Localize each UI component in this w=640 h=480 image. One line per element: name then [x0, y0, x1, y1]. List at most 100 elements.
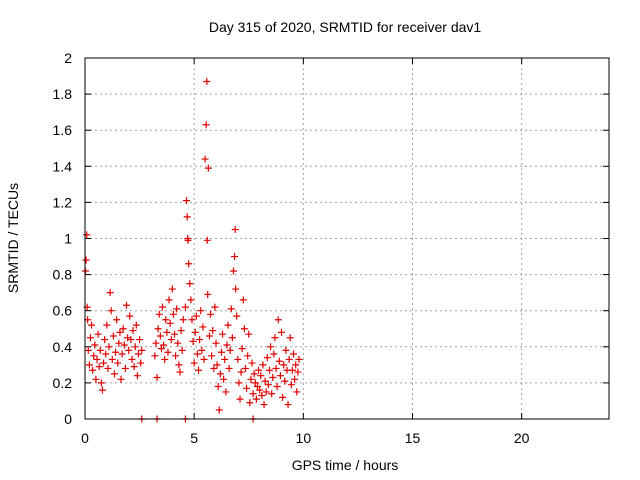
data-point [126, 312, 134, 320]
data-point [231, 225, 239, 233]
data-point [184, 236, 192, 244]
data-point [154, 325, 162, 333]
data-point [219, 330, 227, 338]
data-point [183, 197, 191, 205]
data-point [290, 350, 298, 358]
data-point [112, 348, 120, 356]
y-tick-label: 0.8 [53, 267, 73, 283]
data-point [207, 310, 215, 318]
data-point [267, 343, 275, 351]
data-point [173, 305, 181, 313]
data-point [201, 155, 209, 163]
data-point [196, 336, 204, 344]
data-point [234, 355, 242, 363]
data-point [108, 355, 116, 363]
data-point [136, 336, 144, 344]
data-point [295, 355, 303, 363]
data-point [282, 346, 290, 354]
data-point [246, 399, 254, 407]
data-point [251, 379, 259, 387]
data-point [273, 383, 281, 391]
data-point [271, 334, 279, 342]
data-point [181, 303, 189, 311]
data-point [116, 328, 124, 336]
y-tick-label: 1.8 [53, 86, 73, 102]
data-point [261, 377, 269, 385]
data-point [223, 341, 231, 349]
data-point [114, 359, 122, 367]
data-point [157, 345, 165, 353]
data-point [213, 361, 221, 369]
data-point [294, 368, 302, 376]
data-point [120, 341, 128, 349]
data-point [110, 370, 118, 378]
data-point [259, 361, 267, 369]
data-point [152, 339, 160, 347]
data-point [199, 323, 207, 331]
data-point [107, 307, 115, 315]
data-point [172, 352, 180, 360]
y-tick-label: 0.2 [53, 375, 73, 391]
data-point [105, 343, 113, 351]
data-point [255, 366, 263, 374]
data-point [132, 321, 140, 329]
data-point [238, 345, 246, 353]
data-point [95, 363, 103, 371]
data-point [137, 359, 145, 367]
data-point [231, 253, 239, 261]
data-point [165, 296, 173, 304]
data-point [179, 316, 187, 324]
data-point [227, 305, 235, 313]
data-point [235, 379, 243, 387]
data-point [174, 339, 182, 347]
data-point [161, 355, 169, 363]
data-point [119, 325, 127, 333]
data-point [211, 303, 219, 311]
data-point [192, 312, 200, 320]
data-point [224, 321, 232, 329]
data-point [233, 312, 241, 320]
x-tick-label: 20 [514, 430, 530, 446]
data-point [176, 368, 184, 376]
data-point [171, 330, 179, 338]
data-point [270, 350, 278, 358]
data-points [81, 77, 303, 423]
data-point [253, 383, 261, 391]
data-point [293, 388, 301, 396]
data-point [109, 332, 117, 340]
data-point [203, 236, 211, 244]
data-point [220, 375, 228, 383]
data-point [191, 328, 199, 336]
data-point [222, 388, 230, 396]
data-point [98, 386, 106, 394]
data-point [155, 310, 163, 318]
data-point [186, 280, 194, 288]
data-point [100, 359, 108, 367]
data-point [156, 332, 164, 340]
chart-title: Day 315 of 2020, SRMTID for receiver dav… [209, 19, 482, 35]
data-point [287, 381, 295, 389]
data-point [217, 348, 225, 356]
data-point [291, 375, 299, 383]
data-point [200, 355, 208, 363]
data-point [103, 321, 111, 329]
data-point [210, 364, 218, 372]
data-point [250, 370, 258, 378]
data-point [247, 375, 255, 383]
data-point [228, 334, 236, 342]
data-point [96, 346, 104, 354]
data-point [160, 341, 168, 349]
data-point [169, 310, 177, 318]
data-point [162, 316, 170, 324]
data-point [263, 354, 271, 362]
x-tick-label: 10 [296, 430, 312, 446]
data-point [83, 231, 91, 239]
data-point [133, 372, 141, 380]
data-point [125, 346, 133, 354]
data-point [275, 357, 283, 365]
data-point [122, 301, 130, 309]
data-point [190, 359, 198, 367]
data-point [129, 327, 137, 335]
data-point [82, 256, 90, 264]
data-point [245, 330, 253, 338]
